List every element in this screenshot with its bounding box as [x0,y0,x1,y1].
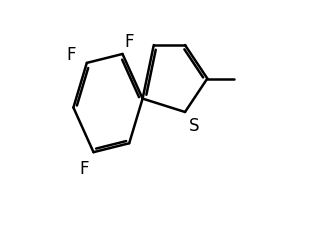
Text: F: F [124,32,134,50]
Text: F: F [80,159,89,177]
Text: S: S [189,117,199,135]
Text: F: F [66,46,76,64]
